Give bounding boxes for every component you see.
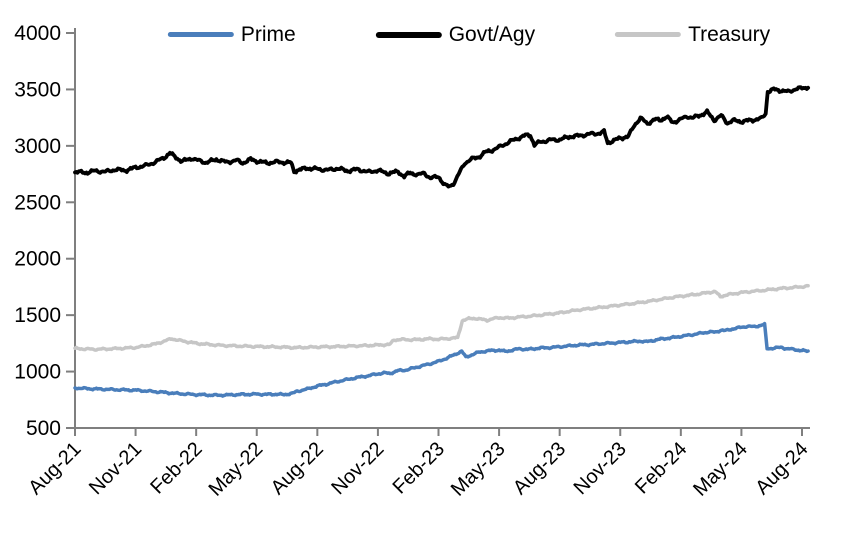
x-tick-label: May-22 (205, 438, 268, 501)
y-tick-label: 3000 (14, 135, 61, 158)
series-line-govt-agy (73, 85, 810, 189)
legend-label-govt-agy: Govt/Agy (448, 23, 536, 46)
x-tick-label: Aug-22 (267, 438, 328, 499)
x-tick-label: Nov-21 (85, 438, 146, 499)
series-line-prime (73, 321, 810, 398)
legend-item-govt-agy: Govt/Agy (375, 23, 536, 46)
x-tick-label: Nov-23 (570, 438, 631, 499)
y-tick-label: 3500 (14, 78, 61, 101)
series-lines (73, 85, 810, 398)
x-tick-label: May-23 (447, 438, 510, 501)
chart-legend: Prime Govt/Agy Treasury (167, 23, 770, 46)
legend-swatch-treasury-icon (615, 32, 682, 37)
legend-item-treasury: Treasury (615, 24, 770, 45)
x-tick-label: Feb-24 (631, 438, 691, 498)
y-axis: 500 1000 1500 2000 2500 3000 3500 4000 (14, 22, 76, 440)
series-line-treasury (73, 283, 810, 352)
legend-item-prime: Prime (167, 23, 296, 46)
x-tick-label: Feb-22 (146, 438, 206, 498)
x-tick-label: Aug-21 (24, 438, 85, 499)
legend-swatch-govt-agy-icon (375, 31, 442, 38)
x-tick-label: Nov-22 (327, 438, 388, 499)
y-tick-label: 2500 (14, 191, 61, 214)
x-tick-label: Aug-24 (751, 438, 812, 499)
y-tick-label: 500 (26, 417, 61, 440)
y-tick-label: 4000 (14, 22, 61, 45)
x-tick-label: Feb-23 (389, 438, 449, 498)
x-tick-label: May-24 (689, 438, 752, 501)
y-tick-label: 1000 (14, 361, 61, 384)
legend-label-treasury: Treasury (688, 23, 771, 46)
y-tick-label: 1500 (14, 304, 61, 327)
x-tick-label: Aug-23 (509, 438, 570, 499)
y-tick-label: 2000 (14, 248, 61, 271)
legend-swatch-prime-icon (167, 32, 234, 37)
legend-label-prime: Prime (240, 23, 296, 46)
